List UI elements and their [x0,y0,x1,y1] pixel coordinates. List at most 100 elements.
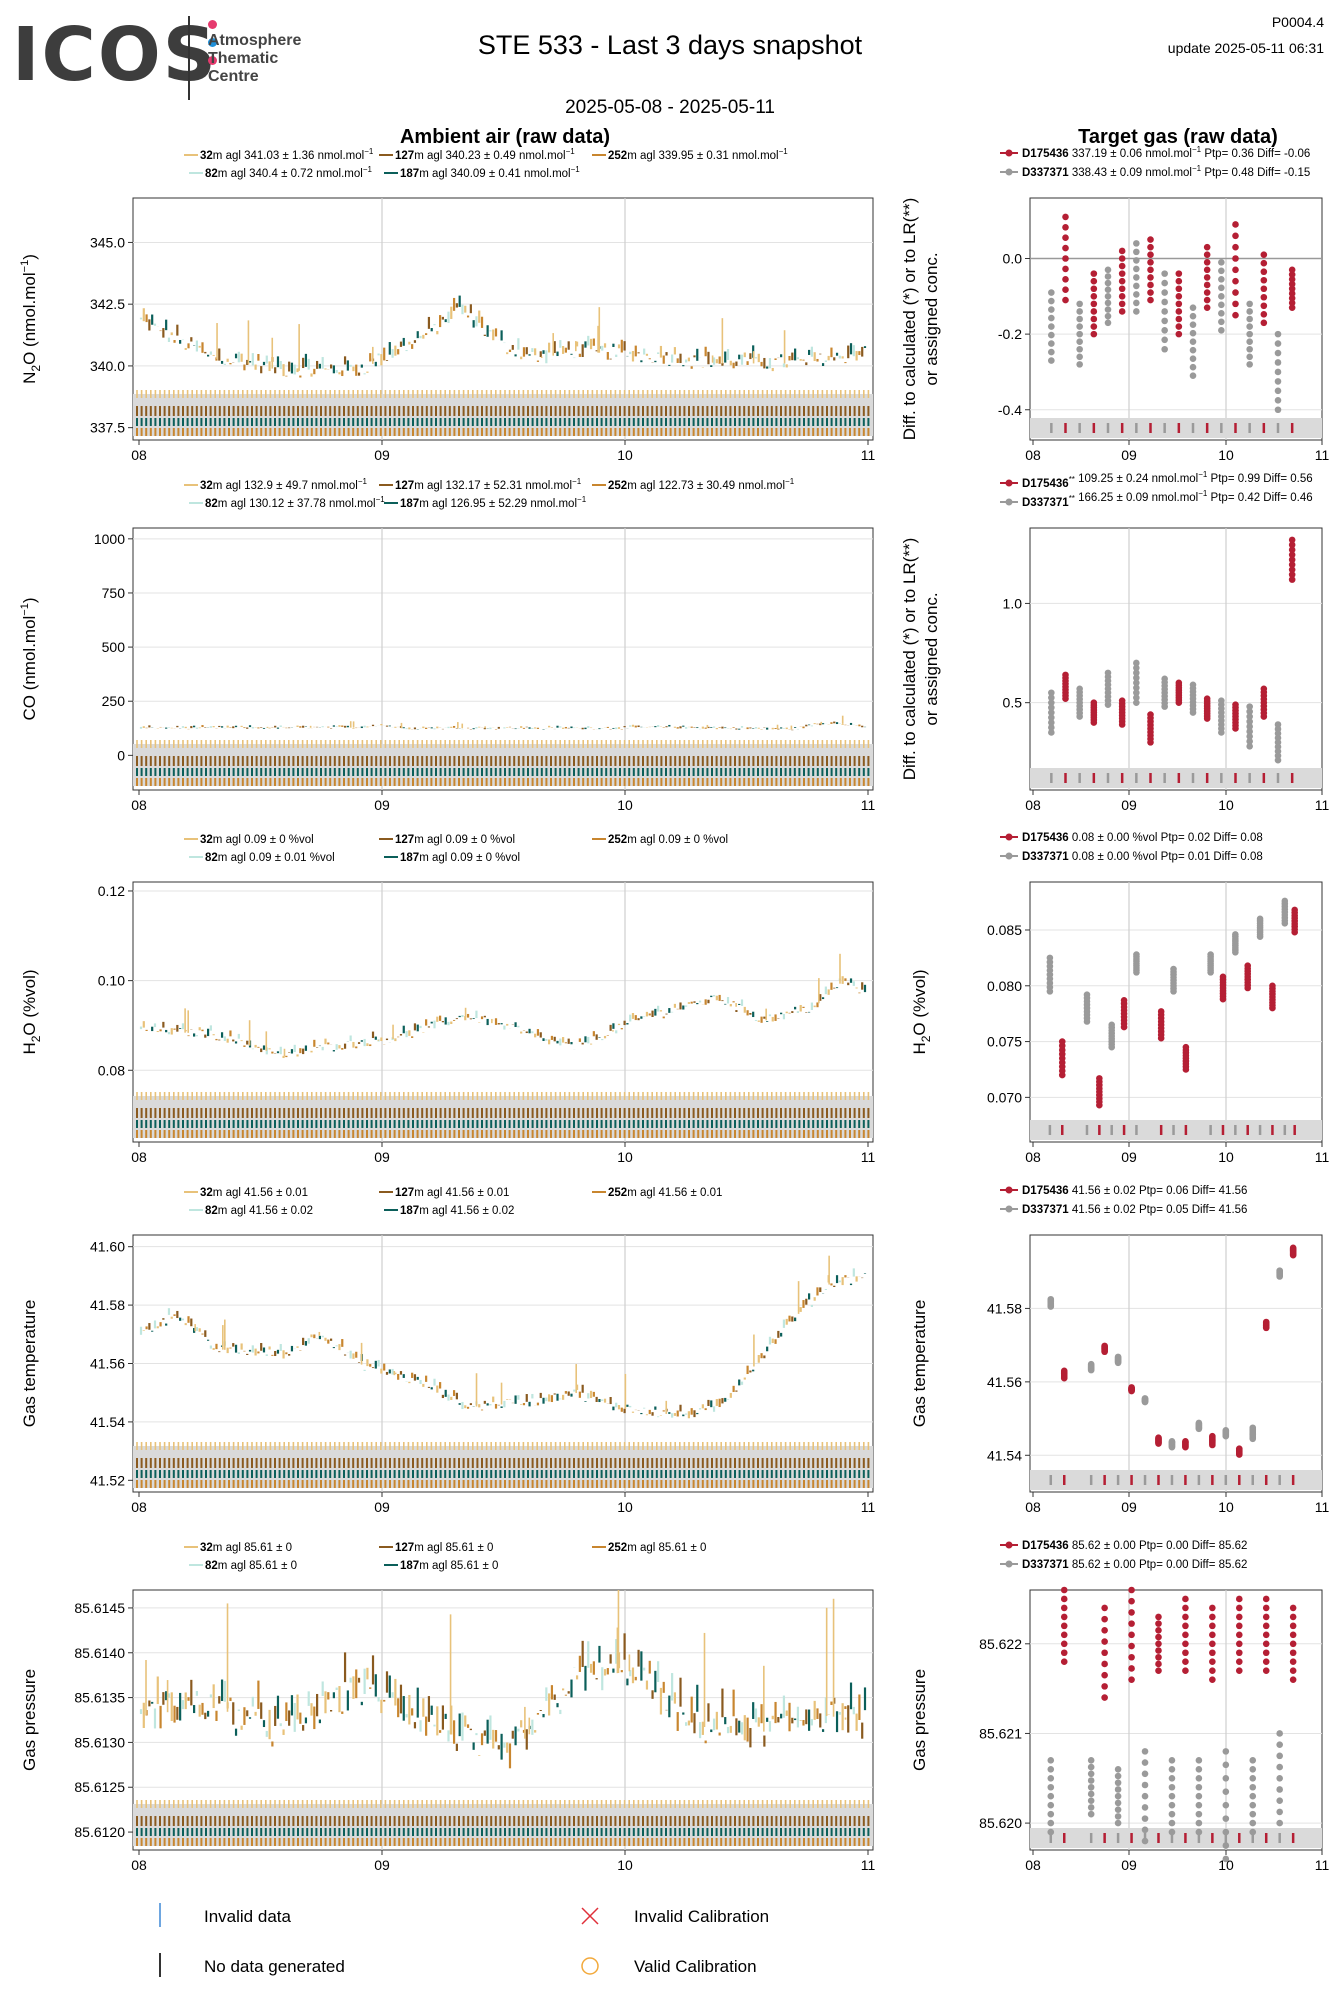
target-point [1246,743,1253,750]
target-point [1288,566,1296,573]
target-point [1262,1318,1270,1326]
target-point [1104,319,1112,327]
target-point [1161,289,1168,296]
target-point [1203,296,1211,304]
target-point [1207,951,1214,958]
target-point [1274,406,1282,414]
target-y-label: Gas temperature [910,1300,929,1428]
target-point [1161,345,1168,353]
target-point [1076,338,1083,345]
target-point [1133,248,1140,256]
target-point [1147,243,1154,251]
y-tick-label: 250 [102,693,126,709]
target-point [1274,349,1282,357]
target-point [1288,280,1296,288]
legend-item: 82m agl 0.09 ± 0.01 %vol [205,852,335,864]
target-point [1048,719,1055,726]
target-point [1118,255,1126,262]
target-point [1133,265,1140,273]
x-tick-label: 08 [1025,797,1041,813]
x-tick-label: 08 [131,447,147,463]
target-point [1281,897,1289,905]
target-point [1288,294,1296,302]
target-point [1246,353,1253,361]
target-point [1118,262,1126,270]
target-point [1048,289,1055,296]
target-point [1291,906,1298,914]
target-point [1147,711,1154,718]
target-point [1269,982,1276,990]
target-point [1062,224,1069,231]
target-legend: D175436 41.56 ± 0.02 Ptp= 0.06 Diff= 41.… [1000,1185,1247,1216]
legend-item: D337371** 166.25 ± 0.09 nmol.mol−1 Ptp= … [1022,489,1313,509]
target-point [1128,1384,1135,1391]
target-point [1246,708,1253,715]
legend-item: 82m agl 130.12 ± 37.78 nmol.mol−1 [205,495,385,510]
target-point [1260,276,1268,284]
target-point [1161,317,1168,325]
target-point [1203,281,1211,289]
target-point [1260,310,1268,318]
target-point [1246,361,1253,368]
target-point [1048,729,1055,736]
legend-item: D175436 337.19 ± 0.06 nmol.mol−1 Ptp= 0.… [1022,145,1310,160]
target-point [1260,251,1268,259]
target-panel-3: 0.5 1.0 08 09 10 11 Diff. to calculated (*) or… [900,470,1329,813]
legend-swatch-dot [1005,852,1013,860]
target-point [1274,387,1282,395]
legend-item: D337371 338.43 ± 0.09 nmol.mol−1 Ptp= 0.… [1022,164,1310,179]
x-tick-label: 09 [1121,797,1137,813]
target-point [1076,330,1083,338]
legend-item: 187m agl 340.09 ± 0.41 nmol.mol−1 [400,165,580,180]
x-tick-label: 09 [1121,1149,1137,1165]
target-point [1249,1424,1257,1432]
target-point [1218,301,1225,309]
target-point [1203,289,1211,296]
target-point [1161,675,1168,683]
target-point [1104,279,1112,287]
ambient-legend: 32m agl 41.56 ± 0.01 127m agl 41.56 ± 0.0… [184,1187,722,1217]
legend-item: 127m agl 41.56 ± 0.01 [395,1187,509,1199]
y-axis-label: N2O (nmol.mol−1) [19,254,43,384]
target-point [1076,353,1083,361]
target-point [1246,300,1253,308]
target-point [1133,694,1140,702]
target-point [1175,308,1183,315]
target-point [1048,724,1055,731]
legend-item: 32m agl 341.03 ± 1.36 nmol.mol−1 [200,147,374,162]
target-point [1288,271,1296,278]
x-tick-label: 11 [861,797,876,813]
y-tick-label: 85.6120 [74,1824,125,1840]
target-point [1133,689,1140,697]
icos-logo: ICOS [12,12,219,98]
target-point [1090,323,1098,330]
target-point [1288,275,1296,283]
target-point [1133,674,1140,682]
target-point [1288,546,1296,554]
ambient-y-label: Gas temperature [20,1300,39,1428]
target-point [1288,556,1296,564]
y-tick-label: 500 [102,639,126,655]
target-point [1260,685,1268,693]
target-point [1175,270,1183,277]
y-tick-label: 1.0 [1003,595,1023,611]
legend-item: 187m agl 126.95 ± 52.29 nmol.mol−1 [400,495,587,510]
target-point [1048,699,1055,706]
legend-swatch-dot [1005,168,1013,176]
target-point [1048,704,1055,711]
target-point [1246,738,1253,745]
logo-subtitle: Atmosphere Thematic Centre [208,32,302,85]
target-point [1189,346,1197,354]
target-point [1076,685,1083,693]
target-point [1087,1360,1095,1368]
target-point [1175,293,1183,300]
target-point [1062,213,1069,221]
target-panel-5: 0.070 0.075 0.080 0.085 08 09 10 11 H2O (%vol) D1… [910,832,1329,1165]
target-point [1141,1395,1149,1402]
legend-item: 32m agl 41.56 ± 0.01 [200,1187,308,1199]
y-tick-label: 41.58 [90,1297,125,1313]
target-point [1170,965,1177,973]
target-point [1203,304,1211,311]
target-point [1222,1427,1230,1434]
target-point [1203,258,1211,266]
